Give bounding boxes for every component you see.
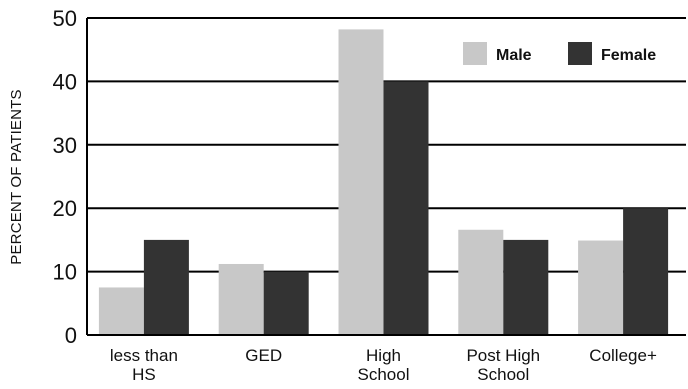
bar-female [503,239,549,335]
x-category-label-line: Post High [466,346,540,365]
x-category-label-line: less than [110,346,178,365]
bar-male [458,229,504,335]
x-category-label: less than HS [110,346,178,384]
y-tick-label: 10 [53,260,77,285]
bar-male [578,240,624,335]
y-tick-label: 0 [65,323,77,348]
x-category-label-line: GED [245,346,282,365]
legend-swatch-male [463,42,487,65]
y-tick-label: 40 [53,69,77,94]
bar-female [623,208,669,335]
bar-female [263,271,309,335]
bar-male [218,263,264,335]
legend-label-male: Male [496,47,532,64]
legend: Male Female [463,42,656,65]
y-axis-label: PERCENT OF PATIENTS [8,89,25,265]
bar-male [98,287,144,335]
legend-label-female: Female [601,47,656,64]
x-category-label-line: College+ [589,346,657,365]
legend-swatch-female [568,42,592,65]
x-category-label: GED [245,346,282,365]
y-tick-label: 20 [53,196,77,221]
bar-male [338,29,384,336]
y-tick-label: 30 [53,133,77,158]
bar-female [143,239,189,335]
y-tick-labels: 0 10 20 30 40 50 [53,6,77,348]
x-category-label: Post High School [466,346,540,384]
x-category-label-line: School [358,365,410,384]
y-tick-label: 50 [53,6,77,31]
x-category-label: High School [358,346,410,384]
x-category-label-line: High [366,346,401,365]
bar-female [383,81,429,336]
x-category-label-line: HS [132,365,156,384]
x-category-label-line: School [477,365,529,384]
axes [86,18,686,336]
bars [98,29,669,336]
x-category-label: College+ [589,346,657,365]
